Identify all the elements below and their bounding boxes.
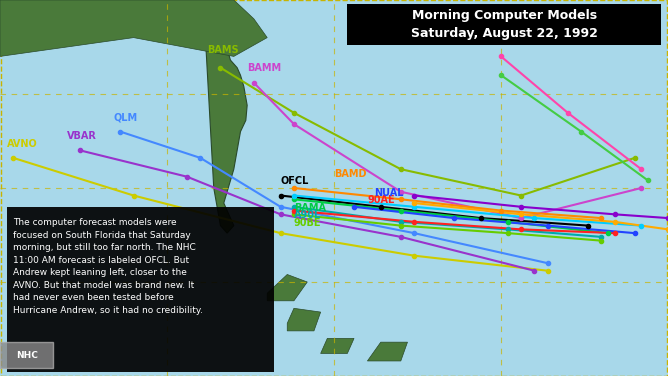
Polygon shape	[367, 342, 407, 361]
Text: BAMS: BAMS	[207, 45, 238, 55]
Polygon shape	[321, 338, 354, 353]
Text: The computer forecast models were
focused on South Florida that Saturday
morning: The computer forecast models were focuse…	[13, 218, 203, 315]
Text: 90AE: 90AE	[367, 195, 395, 205]
Text: BAMM: BAMM	[247, 64, 281, 73]
Polygon shape	[0, 0, 267, 56]
Text: BAMD: BAMD	[334, 169, 367, 179]
Text: BAMA: BAMA	[294, 203, 326, 212]
Polygon shape	[287, 308, 321, 331]
Text: VBAR: VBAR	[67, 131, 97, 141]
Polygon shape	[267, 274, 307, 301]
Text: Saturday, August 22, 1992: Saturday, August 22, 1992	[411, 27, 598, 40]
Text: AVNO: AVNO	[7, 139, 37, 149]
Text: NHC: NHC	[16, 351, 37, 360]
FancyBboxPatch shape	[347, 4, 661, 45]
Polygon shape	[204, 8, 247, 233]
Text: 90BE: 90BE	[294, 218, 321, 227]
Text: A90L: A90L	[294, 210, 321, 220]
Text: NUAL: NUAL	[374, 188, 403, 197]
FancyBboxPatch shape	[7, 207, 274, 372]
FancyBboxPatch shape	[0, 342, 53, 368]
Text: Morning Computer Models: Morning Computer Models	[411, 9, 597, 22]
Text: QLM: QLM	[114, 112, 138, 122]
Text: OFCL: OFCL	[281, 176, 309, 186]
